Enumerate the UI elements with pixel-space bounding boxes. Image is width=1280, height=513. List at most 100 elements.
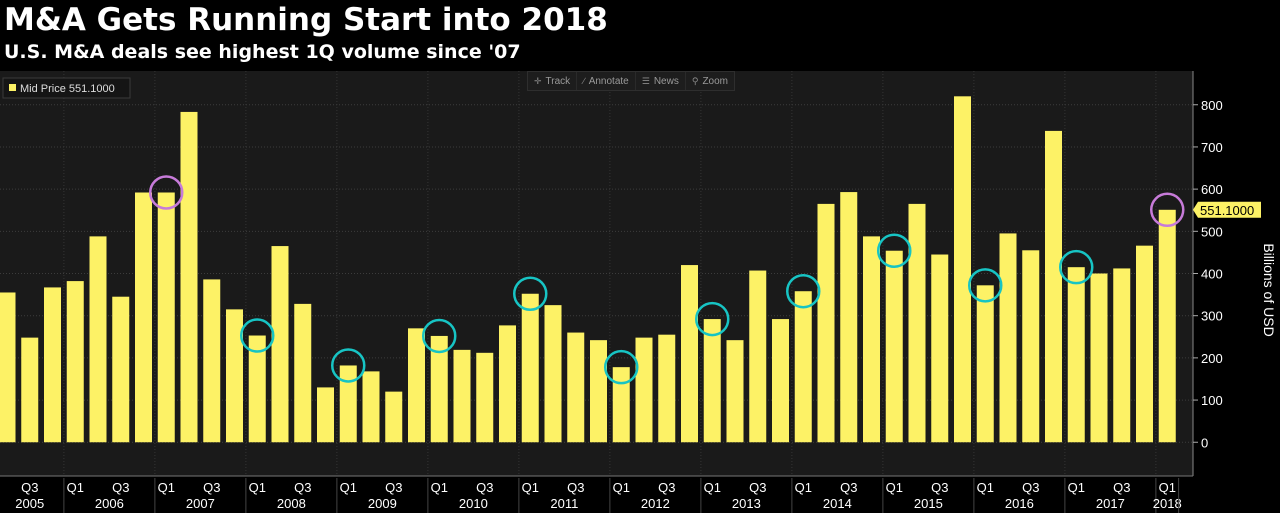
x-quarter-label: Q3 — [294, 480, 311, 495]
bar — [635, 337, 653, 443]
x-quarter-label: Q3 — [1113, 480, 1130, 495]
bar — [726, 340, 744, 443]
last-value-tag: 551.1000 — [1193, 201, 1261, 218]
zoom-button[interactable]: ⚲ Zoom — [686, 72, 734, 90]
bar — [521, 293, 539, 443]
bar — [157, 192, 175, 443]
x-quarter-label: Q3 — [658, 480, 675, 495]
x-quarter-label: Q1 — [977, 480, 994, 495]
bar — [612, 367, 630, 443]
x-quarter-label: Q1 — [340, 480, 357, 495]
bar — [21, 337, 39, 443]
highlight-circle — [1150, 192, 1185, 228]
bar — [976, 285, 994, 443]
bar — [1045, 130, 1062, 443]
x-year-label: 2018 — [1153, 496, 1182, 511]
y-tick-label: 0 — [1201, 435, 1208, 450]
bar — [999, 233, 1017, 443]
highlight-markers — [149, 175, 1185, 385]
bar — [453, 349, 471, 443]
bar — [44, 287, 61, 443]
x-quarter-label: Q3 — [749, 480, 766, 495]
bar — [749, 270, 767, 443]
x-quarter-label: Q1 — [704, 480, 721, 495]
bar — [0, 292, 16, 443]
bar — [385, 391, 403, 443]
bar — [931, 254, 949, 443]
bar-series — [0, 96, 1176, 443]
news-icon: ☰ — [641, 75, 650, 86]
y-tick-label: 100 — [1201, 393, 1223, 408]
x-year-label: 2006 — [95, 496, 124, 511]
bar — [180, 111, 198, 443]
highlight-circle — [1059, 249, 1094, 285]
highlight-circle — [695, 301, 730, 337]
bar — [1136, 245, 1153, 443]
magnifier-icon: ⚲ — [691, 75, 699, 86]
bar — [681, 265, 698, 443]
x-year-label: 2017 — [1096, 496, 1125, 511]
crosshair-icon: ✛ — [534, 75, 542, 86]
legend-box: Mid Price 551.1000 — [2, 77, 131, 99]
bar — [840, 192, 858, 443]
x-quarter-label: Q1 — [431, 480, 448, 495]
bar — [203, 279, 221, 443]
pencil-icon: ∕ — [583, 76, 585, 86]
track-button[interactable]: ✛ Track — [528, 72, 578, 90]
highlight-circle — [331, 348, 366, 383]
legend-label: Mid Price 551.1000 — [20, 83, 115, 95]
x-axis-band — [0, 476, 1193, 513]
y-tick-label: 200 — [1201, 351, 1223, 366]
x-year-label: 2007 — [186, 496, 215, 511]
track-label: Track — [545, 75, 571, 87]
x-quarter-label: Q3 — [203, 480, 220, 495]
bar — [476, 352, 494, 443]
annotate-button[interactable]: ∕ Annotate — [577, 72, 636, 90]
bar — [271, 246, 289, 443]
x-quarter-label: Q1 — [1159, 480, 1176, 495]
x-year-label: 2011 — [550, 496, 578, 511]
bar — [294, 303, 312, 443]
x-quarter-label: Q3 — [931, 480, 948, 495]
x-quarter-label: Q3 — [21, 480, 38, 495]
y-axis-label: Billions of USD — [1261, 243, 1277, 336]
x-quarter-label: Q1 — [795, 480, 812, 495]
grid-lines — [0, 71, 1193, 476]
chart-subtitle: U.S. M&A deals see highest 1Q volume sin… — [4, 41, 521, 63]
highlight-circle — [240, 318, 275, 353]
y-tick-label: 300 — [1201, 309, 1223, 324]
bar — [339, 365, 357, 443]
x-year-label: 2016 — [1005, 496, 1034, 511]
highlight-circle — [422, 318, 457, 354]
x-axis: Q3 Q1 Q3 Q1 Q3 Q1 Q3 Q1 Q3 Q1 Q3 Q1 Q3 Q1 Q3 Q1 Q3 Q1 Q3 Q1… — [0, 475, 1193, 513]
bar — [772, 319, 789, 443]
x-quarter-label: Q1 — [1068, 480, 1085, 495]
x-year-label: 2015 — [914, 496, 943, 511]
highlight-circle — [786, 273, 821, 309]
bar — [703, 319, 721, 443]
bar — [1158, 209, 1176, 443]
x-quarter-label: Q1 — [67, 480, 84, 495]
x-quarter-label: Q1 — [522, 480, 539, 495]
bar — [430, 335, 448, 443]
highlight-circle — [968, 268, 1003, 303]
bar — [135, 192, 152, 443]
bar — [362, 371, 380, 443]
bar — [89, 236, 107, 443]
y-tick-label: 600 — [1201, 182, 1223, 197]
bar — [317, 387, 334, 443]
legend-swatch — [9, 84, 16, 91]
bar — [863, 236, 880, 443]
highlight-circle — [877, 233, 912, 268]
x-year-label: 2008 — [277, 496, 306, 511]
bar — [794, 291, 812, 443]
x-year-label: 2009 — [368, 496, 397, 511]
x-quarter-label: Q1 — [158, 480, 175, 495]
bar — [954, 96, 971, 443]
news-button[interactable]: ☰ News — [636, 72, 686, 90]
bar — [544, 305, 562, 443]
x-quarter-label: Q3 — [112, 480, 129, 495]
last-value-box — [1193, 201, 1261, 218]
x-quarter-label: Q1 — [886, 480, 903, 495]
